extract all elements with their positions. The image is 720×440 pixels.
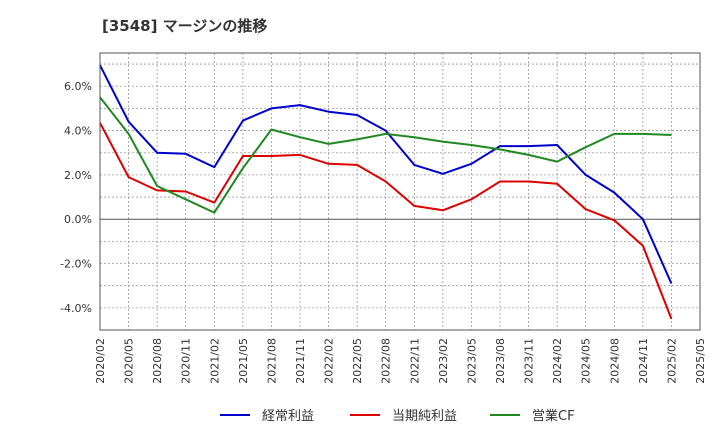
x-axis-ticks: 2020/02 2020/05 2020/08 2020/11 2021/02 2021/…	[94, 338, 707, 384]
y-axis-ticks: -4.0% -2.0% 0.0% 2.0% 4.0% 6.0%	[60, 80, 92, 315]
y-tick-label: 2.0%	[64, 169, 92, 182]
x-tick-label: 2021/02	[208, 338, 221, 384]
x-tick-label: 2021/11	[294, 338, 307, 384]
x-tick-label: 2020/05	[123, 338, 136, 384]
y-tick-label: 0.0%	[64, 213, 92, 226]
x-tick-label: 2020/02	[94, 338, 107, 384]
x-tick-label: 2020/08	[151, 338, 164, 384]
y-tick-label: 6.0%	[64, 80, 92, 93]
legend-label: 営業CF	[532, 408, 575, 424]
x-tick-label: 2023/11	[523, 338, 536, 384]
plot-border	[99, 52, 701, 331]
x-tick-label: 2020/11	[180, 338, 193, 384]
x-tick-label: 2023/05	[465, 338, 478, 384]
x-tick-label: 2024/11	[637, 338, 650, 384]
series-line	[99, 96, 672, 214]
x-tick-label: 2025/02	[665, 338, 678, 384]
x-tick-label: 2022/11	[408, 338, 421, 384]
x-tick-label: 2021/05	[237, 338, 250, 384]
y-tick-label: -4.0%	[60, 302, 92, 315]
x-tick-label: 2022/02	[323, 338, 336, 384]
series-line	[99, 122, 673, 320]
legend: 経常利益 当期純利益 営業CF	[220, 408, 575, 424]
x-tick-label: 2024/05	[580, 338, 593, 384]
grid-lines	[100, 53, 700, 330]
y-tick-label: -2.0%	[60, 258, 92, 271]
y-tick-label: 4.0%	[64, 125, 92, 138]
plot-area	[100, 53, 700, 330]
chart-title: [3548] マージンの推移	[102, 17, 268, 35]
legend-label: 経常利益	[262, 409, 314, 424]
x-tick-label: 2022/05	[351, 338, 364, 384]
x-tick-label: 2024/02	[551, 338, 564, 384]
x-tick-label: 2025/05	[694, 338, 707, 384]
x-tick-label: 2023/08	[494, 338, 507, 384]
x-tick-label: 2022/08	[380, 338, 393, 384]
legend-label: 当期純利益	[392, 409, 457, 424]
x-tick-label: 2021/08	[265, 338, 278, 384]
series-line	[99, 64, 673, 284]
x-tick-label: 2024/08	[608, 338, 621, 384]
series-lines	[99, 64, 673, 320]
x-tick-label: 2023/02	[437, 338, 450, 384]
